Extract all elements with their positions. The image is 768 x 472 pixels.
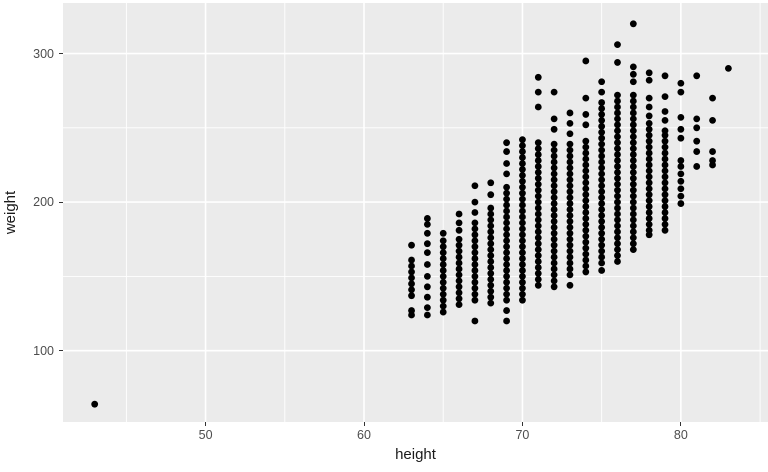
y-tick-mark	[59, 201, 63, 203]
plot-panel	[63, 3, 768, 422]
x-tick-label: 70	[515, 428, 530, 442]
y-axis-title-box: weight	[2, 3, 20, 422]
plot-canvas	[63, 3, 768, 422]
x-tick-label: 80	[673, 428, 688, 442]
y-tick-label: 200	[33, 195, 54, 210]
x-tick-mark	[521, 422, 523, 426]
y-tick-label: 100	[33, 343, 54, 358]
y-tick-mark	[59, 53, 63, 55]
y-tick-label: 300	[33, 46, 54, 61]
data-points	[91, 20, 732, 408]
x-axis-title: height	[395, 446, 436, 463]
x-tick-mark	[680, 422, 682, 426]
y-tick-mark	[59, 350, 63, 352]
y-axis-title: weight	[2, 190, 20, 235]
x-tick-label: 60	[357, 428, 371, 442]
x-tick-mark	[205, 422, 207, 426]
x-tick-mark	[363, 422, 365, 426]
x-tick-label: 50	[198, 428, 213, 442]
